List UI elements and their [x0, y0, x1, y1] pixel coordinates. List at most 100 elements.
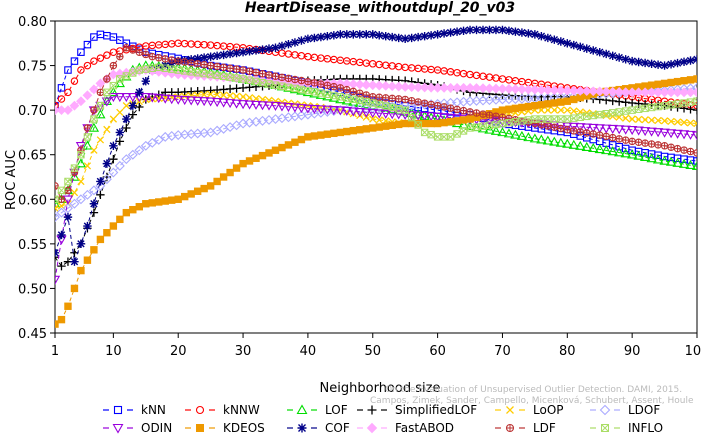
- data-point: [471, 83, 482, 93]
- data-point: [57, 95, 66, 103]
- data-point: [187, 190, 195, 198]
- data-point: [57, 315, 66, 324]
- data-point-cross: [116, 53, 124, 60]
- data-point: [672, 157, 683, 167]
- data-point: [620, 125, 631, 135]
- data-point: [114, 93, 125, 103]
- data-point-cross: [427, 101, 435, 108]
- data-point-cross: [70, 164, 79, 172]
- data-point: [599, 404, 611, 416]
- data-point-cross: [498, 119, 507, 128]
- data-point: [427, 119, 435, 128]
- data-point: [263, 101, 275, 111]
- data-point: [127, 149, 138, 160]
- data-point: [180, 192, 189, 201]
- data-point: [239, 93, 247, 101]
- data-point: [343, 127, 351, 136]
- data-point-cross: [693, 149, 697, 157]
- data-point: [627, 87, 638, 98]
- data-point: [504, 26, 514, 36]
- data-point: [652, 128, 664, 138]
- data-point: [112, 423, 124, 434]
- data-point-cross: [187, 59, 195, 67]
- data-point: [595, 95, 604, 104]
- data-point-cross: [499, 114, 506, 121]
- data-point-cross: [590, 130, 597, 138]
- data-point: [186, 96, 197, 106]
- legend-label: LDOF: [628, 403, 660, 417]
- data-point: [122, 123, 131, 133]
- data-point: [250, 100, 262, 110]
- data-point: [692, 105, 697, 115]
- data-point-cross: [401, 106, 409, 114]
- data-point: [627, 126, 638, 136]
- data-point-cross: [304, 78, 312, 85]
- data-point-cross: [142, 65, 150, 73]
- data-point: [634, 115, 643, 124]
- data-point: [199, 97, 210, 107]
- data-point: [56, 105, 67, 116]
- data-point: [265, 149, 273, 157]
- data-point: [680, 118, 688, 127]
- data-point: [121, 71, 132, 81]
- legend-label: LoOP: [533, 403, 564, 417]
- data-point: [465, 25, 475, 35]
- data-point: [588, 86, 599, 97]
- data-point-cross: [343, 94, 351, 102]
- data-point: [627, 56, 637, 66]
- data-point-cross: [213, 71, 221, 79]
- data-point: [64, 302, 72, 310]
- data-point: [83, 256, 92, 264]
- data-point-cross: [395, 105, 403, 113]
- data-point-cross: [103, 75, 111, 83]
- data-point: [88, 122, 100, 132]
- data-point: [316, 32, 326, 42]
- data-point: [388, 121, 396, 129]
- data-point: [153, 94, 164, 104]
- data-point: [607, 146, 618, 156]
- data-point-cross: [453, 106, 461, 113]
- data-point-cross: [284, 83, 293, 91]
- data-point: [328, 106, 339, 116]
- data-point: [614, 147, 625, 157]
- data-point: [639, 127, 651, 137]
- data-point: [304, 133, 312, 141]
- data-point: [362, 30, 371, 39]
- data-point: [211, 98, 223, 108]
- data-point-cross: [271, 81, 280, 89]
- data-point: [400, 110, 411, 120]
- data-point: [459, 26, 468, 36]
- data-point: [155, 198, 163, 206]
- data-point-cross: [401, 96, 409, 103]
- data-point: [83, 133, 92, 141]
- x-tick-label: 40: [300, 344, 317, 359]
- data-point-cross: [648, 140, 655, 148]
- data-point-cross: [505, 115, 513, 122]
- data-point: [375, 123, 383, 131]
- data-point: [108, 93, 119, 103]
- data-point: [134, 145, 145, 156]
- data-point: [530, 30, 540, 39]
- data-point: [665, 156, 677, 166]
- data-point-cross: [317, 89, 325, 97]
- data-point: [361, 108, 372, 118]
- data-point: [659, 128, 670, 138]
- data-point: [103, 51, 111, 59]
- data-point: [614, 97, 624, 106]
- data-point: [252, 154, 260, 162]
- data-point-cross: [622, 136, 629, 144]
- data-point: [484, 83, 495, 94]
- data-point: [620, 148, 631, 158]
- data-point: [367, 80, 378, 91]
- data-point-cross: [258, 79, 267, 87]
- data-point: [622, 114, 630, 122]
- data-point: [452, 82, 462, 93]
- data-point: [128, 101, 138, 110]
- data-point: [369, 115, 377, 123]
- data-point-cross: [570, 114, 578, 122]
- data-point: [498, 25, 507, 35]
- data-point: [400, 34, 410, 44]
- data-point: [122, 102, 130, 110]
- data-point: [634, 57, 643, 67]
- data-point: [77, 151, 85, 159]
